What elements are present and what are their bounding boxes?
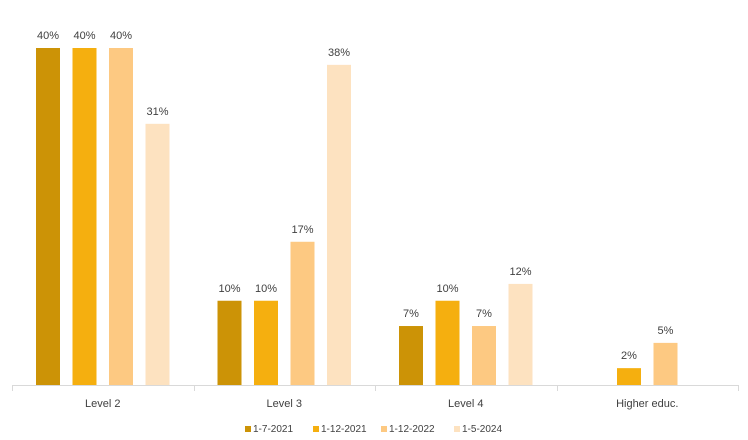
bar-1-12-2021-level-3 — [254, 300, 278, 385]
data-label: 10% — [255, 283, 277, 295]
data-label: 10% — [218, 283, 240, 295]
bar-1-12-2022-level-3 — [290, 241, 315, 385]
legend-label: 1-7-2021 — [253, 424, 293, 435]
bar-1-12-2021-level-2 — [72, 48, 97, 385]
bar-1-12-2022-level-4 — [472, 326, 496, 385]
bar-1-5-2024-level-2 — [145, 123, 170, 385]
data-label: 17% — [291, 224, 313, 236]
x-tick-label: Level 2 — [85, 398, 120, 410]
legend-swatch-1-12-2021 — [313, 426, 319, 432]
data-label: 40% — [37, 30, 59, 42]
legend-label: 1-12-2021 — [321, 424, 367, 435]
bar-1-12-2022-higher-educ- — [653, 342, 678, 385]
data-label: 31% — [146, 106, 168, 118]
data-label: 7% — [476, 308, 492, 320]
data-label: 7% — [403, 308, 419, 320]
data-label: 40% — [73, 30, 95, 42]
data-label: 5% — [658, 325, 674, 337]
x-tick-label: Higher educ. — [616, 398, 678, 410]
legend-swatch-1-5-2024 — [454, 426, 460, 432]
bar-1-7-2021-level-4 — [399, 326, 423, 385]
x-tick-label: Level 3 — [267, 398, 302, 410]
bar-1-12-2022-level-2 — [109, 48, 133, 385]
bar-1-12-2021-higher-educ- — [617, 368, 641, 385]
data-label: 38% — [328, 47, 350, 59]
bar-1-7-2021-level-3 — [217, 300, 242, 385]
x-tick-label: Level 4 — [448, 398, 483, 410]
data-label: 40% — [110, 30, 132, 42]
bar-1-5-2024-level-3 — [327, 64, 351, 385]
data-label: 10% — [436, 283, 458, 295]
data-label: 2% — [621, 350, 637, 362]
bar-1-5-2024-level-4 — [508, 283, 533, 385]
bar-1-7-2021-level-2 — [36, 48, 60, 385]
legend-swatch-1-7-2021 — [245, 426, 251, 432]
legend-label: 1-5-2024 — [462, 424, 502, 435]
legend-label: 1-12-2022 — [389, 424, 435, 435]
legend-swatch-1-12-2022 — [381, 426, 387, 432]
data-label: 12% — [509, 266, 531, 278]
bar-1-12-2021-level-4 — [435, 300, 460, 385]
